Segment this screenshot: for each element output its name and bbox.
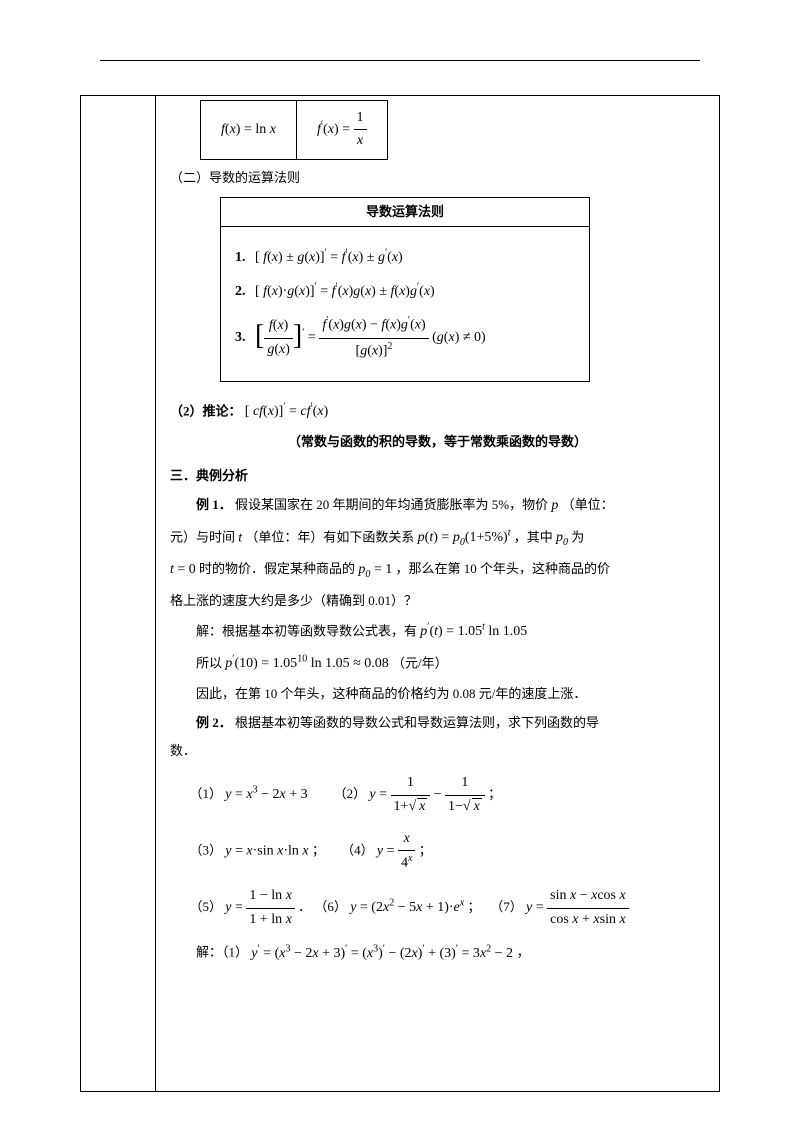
ex2-row-567: （5） y = 1 − ln x1 + ln x ． （6） y = (2x2 … [190,885,706,931]
rule-3: 3. [f(x)g(x)]′ = f′(x)g(x) − f(x)g′(x)[g… [235,313,575,362]
rules-box: 导数运算法则 1. [ f(x) ± g(x)]′ = f′(x) ± g′(x… [220,197,590,382]
page-root: f(x) = ln x f′(x) = 1x （二）导数的运算法则 导数运算法则… [0,0,800,1132]
rules-box-title: 导数运算法则 [221,198,589,228]
deriv-cell: f′(x) = 1x [296,101,387,160]
ex1-sol2: 所以 p′(10) = 1.0510 ln 1.05 ≈ 0.08 （元/年） [170,652,705,676]
page-frame-divider [155,95,156,1092]
sec2-title: （二）导数的运算法则 [170,168,705,189]
ex2-items: （1） y = x3 − 2x + 3 （2） y = 11+√x − 11−√… [190,772,706,931]
content-area: f(x) = ln x f′(x) = 1x （二）导数的运算法则 导数运算法则… [160,95,715,1092]
ex1-line1: 例 1． 假设某国家在 20 年期间的年均通货膨胀率为 5%，物价 p （单位： [170,495,705,517]
ex2-sol: 解：（1） y′ = (x3 − 2x + 3)′ = (x3)′ − (2x)… [170,941,705,965]
ex2-line2: 数． [170,741,705,762]
corollary-note: （常数与函数的积的导数，等于常数乘函数的导数） [170,432,705,453]
fn-cell: f(x) = ln x [201,101,297,160]
ex1-label: 例 1． [196,497,232,512]
ex1-sol3: 因此，在第 10 个年头，这种商品的价格约为 0.08 元/年的速度上涨． [170,684,705,705]
ex2-line1: 例 2． 根据基本初等函数的导数公式和导数运算法则，求下列函数的导 [170,713,705,734]
rule-2: 2. [ f(x)·g(x)]′ = f′(x)g(x) ± f(x)g′(x) [235,279,575,303]
ex1-line2: 元）与时间 t （单位：年）有如下函数关系 p(t) = p0(1+5%)t ，… [170,526,705,551]
ex2-row-34: （3） y = x·sin x·ln x ； （4） y = x4x ； [190,828,706,875]
ex2-label: 例 2． [196,715,232,730]
rule-1: 1. [ f(x) ± g(x)]′ = f′(x) ± g′(x) [235,245,575,269]
corollary: （2）推论： [ cf(x)]′ = cf′(x) [170,400,705,424]
sec3-title: 三．典例分析 [170,466,705,487]
corollary-label: （2）推论： [170,403,242,418]
rules-box-body: 1. [ f(x) ± g(x)]′ = f′(x) ± g′(x) 2. [ … [221,227,589,380]
ex2-row-12: （1） y = x3 − 2x + 3 （2） y = 11+√x − 11−√… [190,772,706,818]
basic-derivative-row: f(x) = ln x f′(x) = 1x [200,100,388,160]
ex1-sol1: 解：根据基本初等函数导数公式表，有 p′(t) = 1.05t ln 1.05 [170,620,705,644]
header-rule [100,60,700,61]
ex1-line4: 格上涨的速度大约是多少（精确到 0.01）？ [170,591,705,612]
ex1-line3: t = 0 时的物价．假定某种商品的 p0 = 1 ，那么在第 10 个年头，这… [170,559,705,583]
